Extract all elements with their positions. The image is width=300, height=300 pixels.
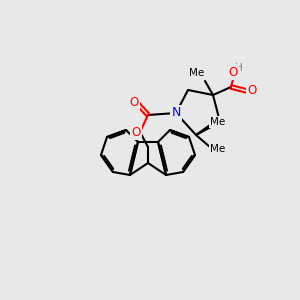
Text: Me: Me bbox=[210, 144, 226, 154]
Text: O: O bbox=[131, 125, 141, 139]
Text: Me: Me bbox=[189, 68, 205, 78]
Text: N: N bbox=[171, 106, 181, 119]
Text: O: O bbox=[248, 85, 256, 98]
Text: O: O bbox=[129, 95, 139, 109]
Text: H: H bbox=[235, 63, 243, 73]
Text: O: O bbox=[228, 65, 238, 79]
Text: Me: Me bbox=[210, 117, 226, 127]
